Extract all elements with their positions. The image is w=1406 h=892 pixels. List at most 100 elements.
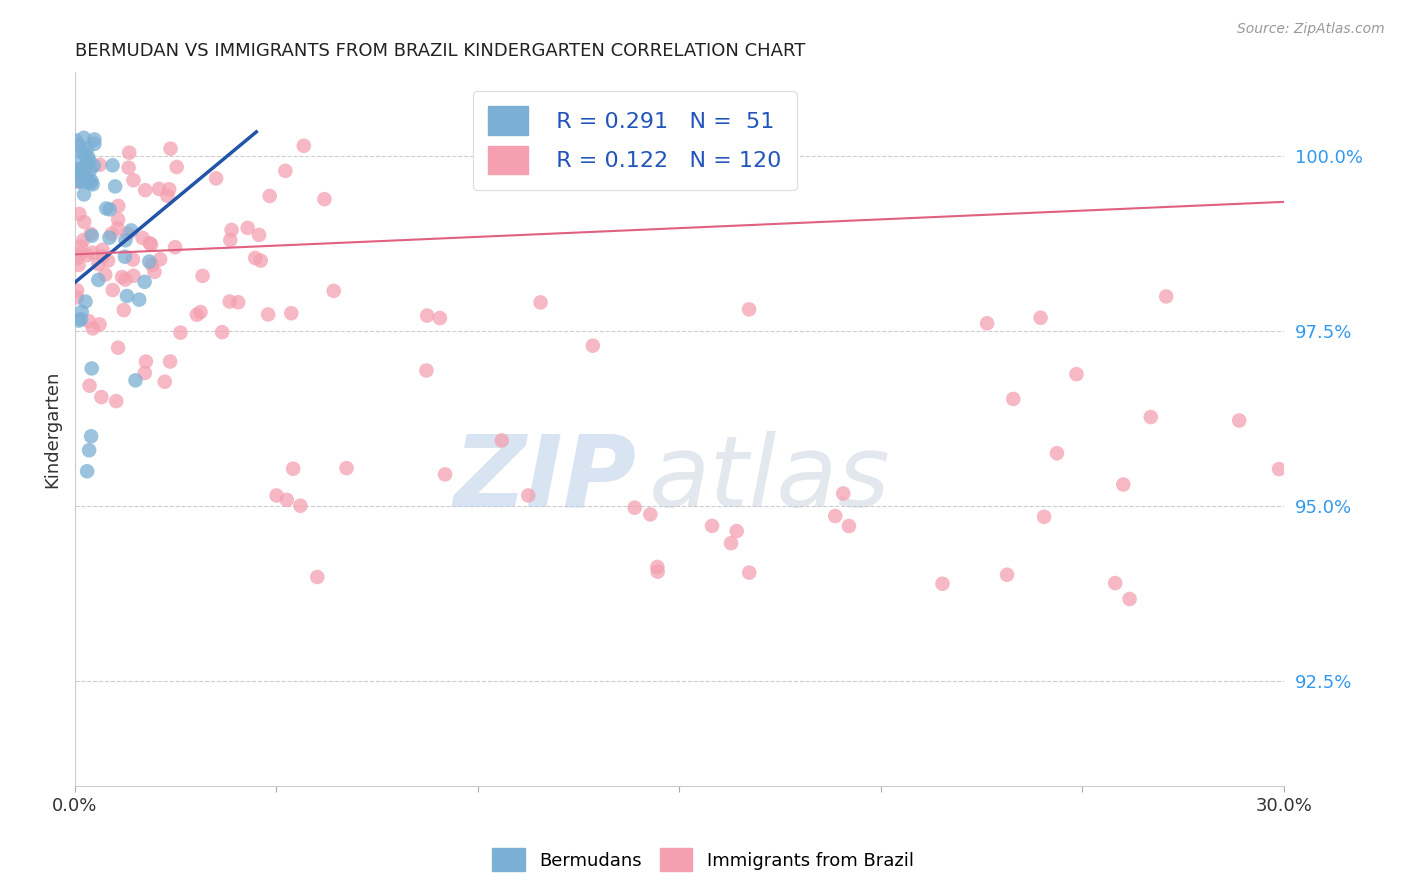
- Point: [107, 212, 129, 227]
- Point: [1227, 413, 1250, 427]
- Point: [141, 258, 163, 272]
- Point: [82, 245, 104, 260]
- Point: [105, 394, 128, 409]
- Point: [292, 138, 315, 153]
- Point: [122, 252, 145, 267]
- Point: [70, 305, 93, 319]
- Point: [647, 565, 669, 579]
- Legend:   R = 0.291   N =  51,   R = 0.122   N = 120: R = 0.291 N = 51, R = 0.122 N = 120: [472, 91, 797, 190]
- Point: [122, 173, 145, 187]
- Point: [73, 131, 96, 145]
- Point: [67, 138, 90, 153]
- Point: [249, 253, 271, 268]
- Point: [80, 228, 103, 243]
- Point: [97, 253, 120, 268]
- Point: [79, 176, 101, 190]
- Point: [169, 326, 191, 340]
- Point: [73, 146, 96, 161]
- Point: [738, 302, 761, 317]
- Point: [80, 361, 103, 376]
- Point: [87, 257, 110, 271]
- Point: [156, 188, 179, 202]
- Point: [77, 443, 100, 458]
- Point: [1112, 477, 1135, 491]
- Point: [1139, 409, 1161, 424]
- Point: [139, 237, 162, 252]
- Point: [166, 160, 188, 174]
- Point: [107, 341, 129, 355]
- Point: [66, 175, 89, 189]
- Point: [66, 290, 89, 304]
- Point: [83, 159, 105, 173]
- Point: [79, 378, 101, 392]
- Point: [1029, 310, 1052, 325]
- Point: [67, 174, 90, 188]
- Point: [66, 162, 89, 177]
- Point: [76, 175, 98, 189]
- Point: [124, 373, 146, 387]
- Point: [221, 223, 243, 237]
- Point: [1118, 592, 1140, 607]
- Point: [134, 366, 156, 380]
- Point: [491, 434, 513, 448]
- Point: [205, 171, 228, 186]
- Point: [335, 461, 357, 475]
- Point: [281, 461, 304, 475]
- Point: [165, 240, 187, 254]
- Point: [148, 182, 170, 196]
- Point: [98, 230, 121, 244]
- Point: [314, 192, 336, 206]
- Point: [159, 142, 181, 156]
- Point: [623, 500, 645, 515]
- Point: [69, 174, 91, 188]
- Point: [725, 524, 748, 538]
- Point: [322, 284, 344, 298]
- Point: [69, 154, 91, 169]
- Point: [1154, 289, 1177, 303]
- Point: [429, 311, 451, 326]
- Point: [236, 220, 259, 235]
- Point: [89, 318, 111, 332]
- Point: [245, 251, 267, 265]
- Point: [112, 303, 135, 318]
- Point: [101, 283, 124, 297]
- Point: [211, 325, 233, 339]
- Point: [190, 305, 212, 319]
- Point: [70, 161, 93, 176]
- Point: [259, 189, 281, 203]
- Point: [976, 316, 998, 330]
- Point: [931, 576, 953, 591]
- Point: [143, 265, 166, 279]
- Point: [517, 488, 540, 502]
- Point: [75, 294, 97, 309]
- Point: [700, 518, 723, 533]
- Point: [995, 567, 1018, 582]
- Point: [186, 308, 208, 322]
- Point: [274, 164, 297, 178]
- Point: [529, 295, 551, 310]
- Point: [107, 199, 129, 213]
- Point: [120, 223, 142, 237]
- Point: [118, 145, 141, 160]
- Point: [138, 236, 160, 251]
- Point: [131, 231, 153, 245]
- Point: [738, 566, 761, 580]
- Point: [77, 157, 100, 171]
- Point: [70, 167, 93, 181]
- Point: [77, 150, 100, 164]
- Point: [77, 153, 100, 167]
- Point: [77, 314, 100, 328]
- Point: [307, 570, 329, 584]
- Point: [1066, 367, 1088, 381]
- Point: [82, 178, 104, 192]
- Point: [416, 309, 439, 323]
- Point: [114, 233, 136, 247]
- Point: [72, 233, 94, 247]
- Point: [101, 158, 124, 172]
- Point: [226, 295, 249, 310]
- Point: [824, 508, 846, 523]
- Point: [72, 165, 94, 179]
- Point: [1046, 446, 1069, 460]
- Point: [72, 167, 94, 181]
- Point: [80, 227, 103, 241]
